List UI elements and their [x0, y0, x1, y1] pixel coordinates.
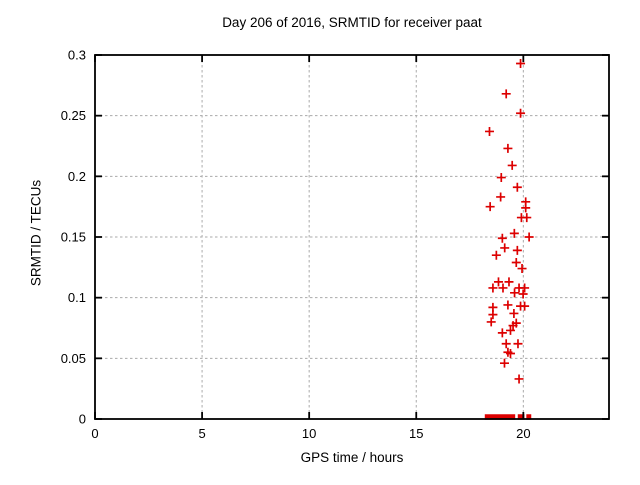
data-point	[524, 232, 534, 242]
data-point	[504, 277, 514, 287]
data-point	[499, 358, 509, 368]
data-point	[486, 317, 496, 327]
data-point	[501, 339, 511, 349]
data-point	[497, 233, 507, 243]
y-tick-label: 0.2	[68, 169, 86, 184]
data-point	[512, 182, 522, 192]
x-tick-label: 10	[302, 426, 316, 441]
data-point	[509, 228, 519, 238]
data-point	[520, 283, 530, 293]
data-point	[508, 321, 518, 331]
data-point	[485, 202, 495, 212]
y-tick-label: 0.25	[61, 108, 86, 123]
data-point	[505, 325, 515, 335]
x-tick-label: 5	[198, 426, 205, 441]
data-point	[496, 173, 506, 183]
y-tick-label: 0.3	[68, 48, 86, 63]
data-point	[501, 89, 511, 99]
y-tick-label: 0.05	[61, 351, 86, 366]
data-point	[512, 245, 522, 255]
chart-title: Day 206 of 2016, SRMTID for receiver paa…	[222, 15, 482, 30]
data-point	[503, 300, 513, 310]
data-point	[510, 288, 520, 298]
data-point	[516, 108, 526, 118]
x-axis-label: GPS time / hours	[300, 450, 404, 465]
y-tick-label: 0.15	[61, 230, 86, 245]
data-point	[505, 348, 515, 358]
data-point	[493, 277, 503, 287]
data-point	[516, 58, 526, 68]
x-tick-label: 0	[91, 426, 98, 441]
data-point	[500, 243, 510, 253]
data-point	[497, 328, 507, 338]
x-tick-label: 20	[516, 426, 530, 441]
data-point	[484, 126, 494, 136]
data-point	[496, 192, 506, 202]
data-point	[498, 283, 508, 293]
data-point	[509, 308, 519, 318]
data-point	[488, 283, 498, 293]
data-point	[521, 203, 531, 213]
data-point	[488, 310, 498, 320]
y-tick-label: 0.1	[68, 290, 86, 305]
y-axis-label: SRMTID / TECUs	[28, 179, 44, 287]
data-point	[518, 289, 528, 299]
data-point	[517, 264, 527, 274]
data-point	[507, 160, 517, 170]
data-point	[522, 213, 532, 223]
data-point	[491, 250, 501, 260]
data-point	[513, 339, 523, 349]
y-tick-label: 0	[79, 412, 86, 427]
data-point	[511, 257, 521, 267]
data-point	[514, 374, 524, 384]
data-point	[503, 143, 513, 153]
x-tick-label: 15	[409, 426, 423, 441]
data-point	[520, 301, 530, 311]
